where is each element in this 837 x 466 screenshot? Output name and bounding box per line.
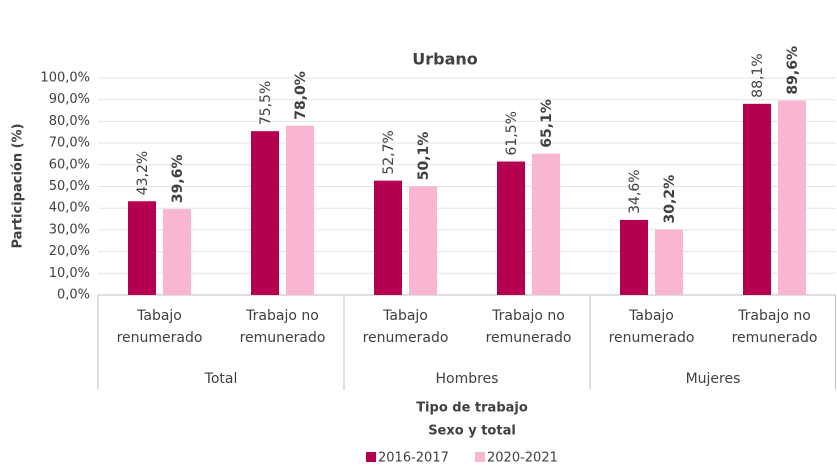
data-label: 65,1%: [539, 99, 555, 148]
data-label: 88,1%: [750, 53, 766, 97]
group-label: Total: [204, 371, 238, 387]
y-tick-label: 100,0%: [40, 71, 90, 86]
legend-swatch: [366, 452, 376, 462]
group-label: Hombres: [436, 371, 499, 387]
bar: [743, 103, 771, 295]
y-tick-label: 20,0%: [49, 244, 90, 259]
data-label: 89,6%: [785, 46, 801, 95]
x-tick-label: Trabajo no remunerado: [485, 308, 572, 346]
data-label: 30,2%: [662, 175, 678, 224]
legend-swatch: [475, 452, 485, 462]
data-label: 39,6%: [170, 154, 186, 203]
y-tick-label: 90,0%: [49, 92, 90, 107]
data-label: 61,5%: [504, 111, 520, 155]
y-axis-title: Participación (%): [11, 123, 26, 248]
group-label: Mujeres: [686, 371, 741, 387]
bar: [778, 100, 806, 296]
y-tick-label: 50,0%: [49, 179, 90, 194]
x-tick-label: Trabajo no remunerado: [239, 308, 326, 346]
data-label: 52,7%: [381, 130, 397, 174]
bar: [620, 219, 648, 295]
y-tick-label: 80,0%: [49, 114, 90, 129]
chart-title: Urbano: [412, 50, 478, 69]
y-tick-label: 0,0%: [57, 288, 90, 303]
data-label: 78,0%: [293, 71, 309, 120]
x-tick-label: Trabajo no remunerado: [731, 308, 818, 346]
y-tick-label: 60,0%: [49, 157, 90, 172]
y-tick-label: 70,0%: [49, 136, 90, 151]
x-tick-label: Tabajo renumerado: [116, 308, 203, 346]
legend-label: 2016-2017: [378, 451, 449, 466]
bar: [655, 229, 683, 295]
x-tick-label: Tabajo renumerado: [608, 308, 695, 346]
bar: [409, 186, 437, 295]
legend-label: 2020-2021: [487, 451, 558, 466]
bar: [532, 153, 560, 295]
bar: [128, 201, 156, 295]
y-tick-label: 40,0%: [49, 201, 90, 216]
x-tick-label: Tabajo renumerado: [362, 308, 449, 346]
bar: [497, 161, 525, 295]
x-axis-title: Sexo y total: [428, 424, 516, 439]
y-tick-label: 10,0%: [49, 266, 90, 281]
data-label: 43,2%: [135, 151, 151, 195]
data-label: 75,5%: [258, 81, 274, 125]
bar: [251, 131, 279, 295]
y-tick-label: 30,0%: [49, 222, 90, 237]
data-label: 50,1%: [416, 132, 432, 181]
x-axis-title: Tipo de trabajo: [416, 401, 528, 416]
bar: [374, 180, 402, 295]
data-label: 34,6%: [627, 169, 643, 213]
bar: [163, 209, 191, 295]
bar: [286, 125, 314, 296]
